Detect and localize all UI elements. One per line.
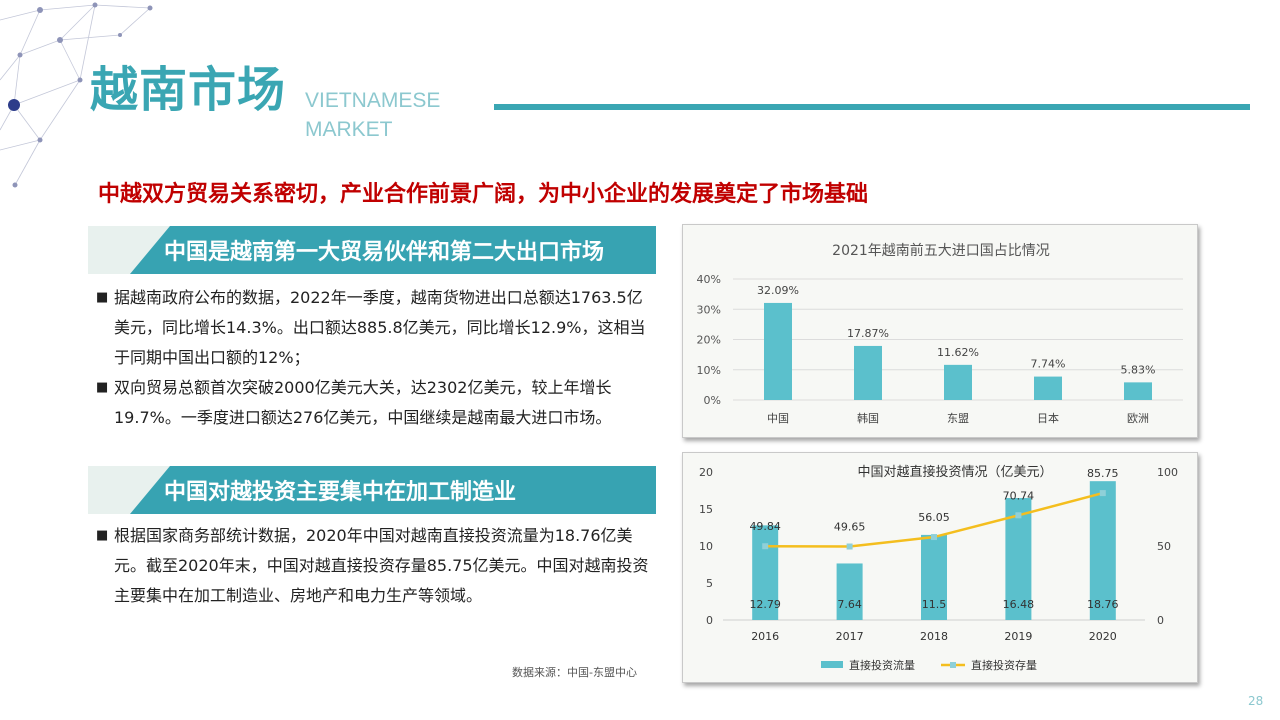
trade-bullet-list: ■ 据越南政府公布的数据，2022年一季度，越南货物进出口总额达1763.5亿美… <box>96 283 656 433</box>
y-left-tick-label: 0 <box>706 614 713 627</box>
bullet-text: 双向贸易总额首次突破2000亿美元大关，达2302亿美元，较上年增长19.7%。… <box>114 378 612 427</box>
data-label: 17.87% <box>847 327 889 340</box>
line-marker <box>931 534 937 541</box>
x-tick-label: 日本 <box>1037 411 1059 425</box>
bar-data-label: 16.48 <box>1003 598 1035 611</box>
y-tick-label: 20% <box>697 334 721 347</box>
y-left-tick-label: 20 <box>699 466 713 479</box>
bar-data-label: 11.5 <box>922 598 947 611</box>
section-banner-trade: 中国是越南第一大贸易伙伴和第二大出口市场 <box>88 226 656 274</box>
x-tick-label: 欧洲 <box>1127 412 1149 425</box>
bullet-text: 根据国家商务部统计数据，2020年中国对越南直接投资流量为18.76亿美元。截至… <box>114 526 649 605</box>
bullet-square-icon: ■ <box>96 290 109 305</box>
y-right-tick-label: 0 <box>1157 614 1164 627</box>
y-tick-label: 10% <box>697 364 721 377</box>
y-left-tick-label: 5 <box>706 577 713 590</box>
x-tick-label: 中国 <box>767 412 789 425</box>
page-number: 28 <box>1248 694 1264 708</box>
x-tick-label: 2019 <box>1004 630 1032 643</box>
legend-swatch-marker <box>950 662 956 668</box>
data-label: 11.62% <box>937 346 979 359</box>
import-share-chart-frame: 2021年越南前五大进口国占比情况 0% 10% 20% 30% 40% 32.09% 中国 1… <box>682 224 1198 438</box>
bar <box>944 364 972 400</box>
line-data-label: 49.65 <box>834 521 866 534</box>
line-marker <box>846 543 853 550</box>
list-item: ■ 据越南政府公布的数据，2022年一季度，越南货物进出口总额达1763.5亿美… <box>96 283 656 373</box>
line-data-label: 56.05 <box>918 511 950 524</box>
page-subtitle-en: VIETNAMESE MARKET <box>305 86 440 144</box>
legend-label: 直接投资存量 <box>971 658 1037 672</box>
y-left-tick-label: 10 <box>699 540 713 553</box>
legend-swatch-bar <box>821 661 843 668</box>
bar <box>1089 481 1116 620</box>
section-heading: 中国对越投资主要集中在加工制造业 <box>164 480 517 505</box>
line-marker <box>1015 512 1022 519</box>
x-tick-label: 韩国 <box>857 411 879 425</box>
banner-bar <box>130 226 656 274</box>
y-right-tick-label: 50 <box>1157 540 1171 553</box>
line-data-label: 85.75 <box>1087 467 1119 480</box>
network-decoration <box>0 2 153 188</box>
bullet-square-icon: ■ <box>96 380 109 395</box>
x-tick-label: 东盟 <box>947 412 969 425</box>
x-tick-label: 2020 <box>1089 630 1117 643</box>
section-heading: 中国是越南第一大贸易伙伴和第二大出口市场 <box>164 240 605 265</box>
bar <box>854 345 882 400</box>
data-label: 32.09% <box>757 284 799 297</box>
x-tick-label: 2016 <box>751 630 779 643</box>
headline: 中越双方贸易关系密切，产业合作前景广阔，为中小企业的发展奠定了市场基础 <box>98 182 869 207</box>
bar <box>752 525 779 620</box>
investment-bullet-list: ■ 根据国家商务部统计数据，2020年中国对越南直接投资流量为18.76亿美元。… <box>96 521 656 611</box>
section-banner-investment: 中国对越投资主要集中在加工制造业 <box>88 466 656 514</box>
investment-chart: 中国对越直接投资情况（亿美元） 0 5 10 15 20 0 50 100 12.79 2016 7.… <box>699 464 1178 672</box>
bar <box>764 302 792 400</box>
bar <box>836 563 863 620</box>
x-tick-label: 2017 <box>836 630 864 643</box>
y-left-tick-label: 15 <box>699 503 713 516</box>
bar-data-label: 7.64 <box>837 598 862 611</box>
y-tick-label: 30% <box>697 303 721 316</box>
y-tick-label: 40% <box>697 273 721 286</box>
banner-bar <box>130 466 656 514</box>
bar-data-label: 18.76 <box>1087 598 1119 611</box>
y-tick-label: 0% <box>704 394 721 407</box>
bullet-square-icon: ■ <box>96 528 109 543</box>
bar <box>1034 376 1062 400</box>
data-label: 5.83% <box>1121 363 1156 376</box>
bar <box>921 534 947 620</box>
bullet-text: 据越南政府公布的数据，2022年一季度，越南货物进出口总额达1763.5亿美元，… <box>114 288 646 367</box>
data-label: 7.74% <box>1031 358 1066 371</box>
data-source-note: 数据来源：中国-东盟中心 <box>512 666 637 679</box>
list-item: ■ 根据国家商务部统计数据，2020年中国对越南直接投资流量为18.76亿美元。… <box>96 521 656 611</box>
x-tick-label: 2018 <box>920 630 948 643</box>
chart-title: 中国对越直接投资情况（亿美元） <box>857 464 1052 480</box>
subtitle-line-2: MARKET <box>305 118 393 141</box>
subtitle-line-1: VIETNAMESE <box>305 89 441 112</box>
bar <box>1124 382 1152 400</box>
line-data-label: 70.74 <box>1003 489 1035 502</box>
legend-label: 直接投资流量 <box>849 658 915 672</box>
y-right-tick-label: 100 <box>1157 466 1178 479</box>
title-divider <box>494 104 1250 110</box>
line-marker <box>1099 490 1106 497</box>
import-share-chart: 2021年越南前五大进口国占比情况 0% 10% 20% 30% 40% 32.09% 中国 1… <box>697 242 1183 425</box>
investment-chart-frame: 中国对越直接投资情况（亿美元） 0 5 10 15 20 0 50 100 12.79 2016 7.… <box>682 452 1198 683</box>
page-title: 越南市场 <box>90 62 287 118</box>
line-marker <box>762 543 769 550</box>
chart-title: 2021年越南前五大进口国占比情况 <box>832 242 1050 259</box>
bar-data-label: 12.79 <box>749 598 781 611</box>
line-data-label: 49.84 <box>749 520 781 533</box>
list-item: ■ 双向贸易总额首次突破2000亿美元大关，达2302亿美元，较上年增长19.7… <box>96 373 656 433</box>
